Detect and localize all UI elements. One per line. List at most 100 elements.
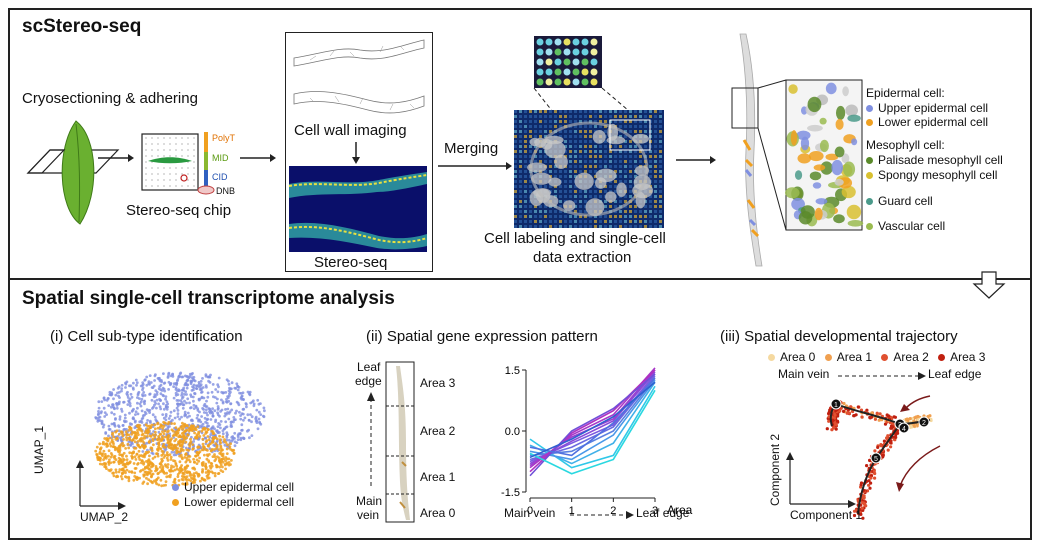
chip-dnb-label: DNB — [216, 186, 236, 196]
series-line-11 — [529, 389, 656, 475]
leaf-slice-illustration — [26, 120, 120, 225]
area1-label: Area 1 — [420, 470, 456, 484]
umap-legend-lower: Lower epidermal cell — [172, 495, 294, 509]
chip-mid-label: MID — [212, 153, 229, 163]
legend-vascular: Vascular cell — [866, 219, 945, 233]
legend-spongy: Spongy mesophyll cell — [866, 168, 997, 182]
annotated-leaf-section — [731, 33, 864, 267]
upper-epidermal-dot — [866, 105, 873, 113]
arrow-to-imaging — [240, 154, 276, 162]
legend-guard-text: Guard cell — [878, 194, 933, 208]
legend-palisade-text: Palisade mesophyll cell — [878, 153, 1003, 167]
series-line-2 — [529, 379, 656, 461]
stereo-seq-label: Stereo-seq — [314, 254, 388, 271]
panel1-title: (i) Cell sub-type identification — [50, 328, 243, 345]
vein-label: vein — [357, 508, 380, 522]
component2-label: Component 2 — [768, 433, 782, 506]
edge-label: edge — [355, 374, 382, 388]
stereo-seq-chip — [141, 133, 199, 191]
cell-labeling-label-1: Cell labeling and single-cell — [484, 230, 666, 247]
area2-dot — [881, 354, 889, 362]
traj-dashed-arrow — [838, 372, 926, 380]
umap-legend-lower-text: Lower epidermal cell — [184, 495, 295, 509]
chip-label: Stereo-seq chip — [126, 202, 232, 219]
main-label: Main — [356, 494, 383, 508]
figure-frame — [8, 8, 1032, 540]
cell-wall-imaging-label: Cell wall imaging — [294, 122, 407, 139]
x-caption-leaf-edge: Leaf edge — [636, 506, 690, 520]
umap-legend-upper: Upper epidermal cell — [172, 480, 294, 494]
guard-dot — [866, 198, 873, 206]
area0-dot — [768, 354, 775, 362]
area3-label: Area 3 — [420, 376, 456, 390]
area3-dot — [938, 354, 946, 362]
trajectory-node-2 — [918, 416, 930, 428]
legend-vascular-text: Vascular cell — [878, 219, 946, 233]
chip-cid-label: CID — [212, 172, 228, 182]
legend-upper-epidermal-text: Upper epidermal cell — [878, 101, 989, 115]
x-axis-label: Area — [667, 503, 693, 517]
stereo-seq-heatmap-image — [288, 166, 428, 252]
leaf-to-vein-dashed-arrow — [367, 392, 375, 486]
traj-main-vein: Main vein — [778, 367, 830, 381]
series-line-13 — [529, 381, 656, 459]
component1-label: Component 1 — [790, 508, 863, 522]
trajectory-node-label: 2 — [922, 420, 926, 427]
lower-epidermal-dot — [866, 119, 873, 127]
x-caption-main-vein: Main vein — [504, 506, 556, 520]
section-title-spatial: Spatial single-cell transcriptome analys… — [22, 288, 395, 309]
trajectory-node-5 — [870, 452, 882, 464]
arrow-to-annotation — [676, 156, 716, 164]
arrow-to-chip — [98, 154, 134, 162]
y-tick-label: 1.5 — [505, 365, 520, 377]
legend-lower-epidermal: Lower epidermal cell — [866, 115, 988, 129]
traj-leaf-edge: Leaf edge — [928, 367, 982, 381]
expression-line-chart: -1.5 0.0 1.5 0 1 2 3 Area — [501, 365, 693, 517]
trajectory-node-label: 5 — [874, 456, 878, 463]
trajectory-area-legend: Area 0 Area 1 Area 2 Area 3 — [768, 350, 985, 364]
series-line-10 — [529, 373, 656, 477]
x-tick-label: 1 — [569, 505, 575, 517]
cell-labeling-label-2: data extraction — [533, 249, 632, 266]
spatial-area-strip — [385, 361, 415, 523]
panel2-title: (ii) Spatial gene expression pattern — [366, 328, 598, 345]
cell-wall-image — [293, 39, 425, 114]
section-divider — [8, 278, 1032, 280]
legend-mesophyll-header: Mesophyll cell: — [866, 138, 945, 152]
umap-lower-dot — [172, 499, 179, 507]
spot-zoom-inset — [534, 36, 602, 88]
arrow-merging — [438, 162, 512, 170]
imaging-box — [285, 32, 433, 272]
leaf-label: Leaf — [357, 360, 381, 374]
trajectory-plot: 12345 — [786, 395, 941, 520]
cell-labeling-image — [514, 110, 664, 228]
umap-legend-upper-text: Upper epidermal cell — [184, 480, 295, 494]
x-caption-dashed-arrow — [570, 511, 634, 519]
legend-guard: Guard cell — [866, 194, 933, 208]
trajectory-node-label: 4 — [902, 426, 906, 433]
legend-lower-epidermal-text: Lower epidermal cell — [878, 115, 989, 129]
dnb-probe-icon — [197, 132, 215, 195]
palisade-dot — [866, 157, 873, 165]
x-tick-label: 3 — [652, 505, 658, 517]
legend-epidermal-header: Epidermal cell: — [866, 86, 945, 100]
hollow-down-arrow — [972, 271, 1006, 299]
vascular-dot — [866, 223, 873, 231]
umap1-label: UMAP_1 — [32, 425, 46, 474]
traj-area3-text: Area 3 — [950, 350, 986, 364]
cryosectioning-label: Cryosectioning & adhering — [22, 90, 198, 107]
legend-spongy-text: Spongy mesophyll cell — [878, 168, 998, 182]
y-tick-label: 0.0 — [505, 426, 520, 438]
chip-polyt-label: PolyT — [212, 133, 236, 143]
legend-palisade: Palisade mesophyll cell — [866, 153, 1003, 167]
traj-area0-text: Area 0 — [780, 350, 816, 364]
legend-upper-epidermal: Upper epidermal cell — [866, 101, 988, 115]
umap-plot — [76, 371, 266, 510]
trajectory-node-label: 1 — [834, 402, 838, 409]
umap2-label: UMAP_2 — [80, 510, 129, 524]
trajectory-node-1 — [830, 398, 842, 410]
trajectory-node-4 — [898, 422, 910, 434]
area1-dot — [824, 354, 832, 362]
spongy-dot — [866, 172, 873, 180]
traj-area2-text: Area 2 — [893, 350, 929, 364]
